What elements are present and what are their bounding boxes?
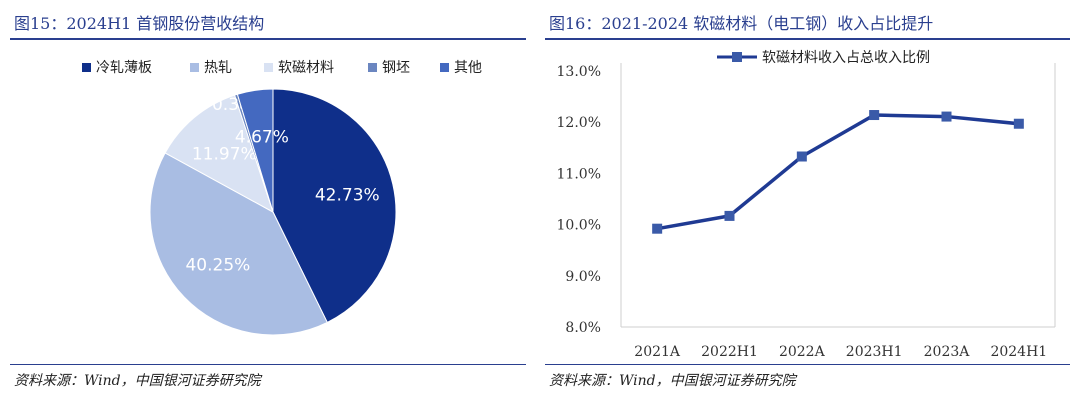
y-tick-label: 11.0% [557,166,601,182]
series-line [656,113,1020,231]
slice-data-label: 4.67% [235,128,289,148]
x-tick-label: 2023A [924,344,971,360]
pie-title-rule [10,38,526,40]
data-point [941,111,952,122]
x-tick-label: 2024H1 [990,344,1047,360]
legend-swatch [82,63,91,72]
legend-swatch [264,63,273,72]
legend-label: 软磁材料收入占总收入比例 [762,50,930,66]
pie-figure-title: 图15：2024H1 首钢股份营收结构 [14,14,265,33]
line-figure-title: 图16：2021-2024 软磁材料（电工钢）收入占比提升 [549,14,934,33]
pie-panel: 图15：2024H1 首钢股份营收结构 冷轧薄板 热轧 软磁材料 钢坯 其他 42.73%… [0,0,530,401]
legend-label: 钢坯 [382,60,410,76]
slice-data-label: 40.25% [185,256,250,276]
data-point [1013,118,1024,129]
legend-label: 热轧 [204,60,232,76]
legend-label: 软磁材料 [278,60,334,76]
slice-data-label: 42.73% [315,186,380,206]
line-title-rule [545,38,1070,40]
data-point [869,110,880,121]
line-source-note: 资料来源：Wind，中国银河证券研究院 [549,373,796,389]
pie-slice [164,94,274,214]
legend-swatch [368,63,377,72]
legend-label: 其他 [454,60,482,76]
pie-source-note: 资料来源：Wind，中国银河证券研究院 [14,373,261,389]
data-point [652,223,663,234]
pie-slice [149,152,328,336]
x-tick-label: 2023H1 [846,344,903,360]
x-tick-label: 2022A [779,344,826,360]
y-tick-label: 10.0% [557,218,601,234]
slice-data-label: 11.97% [192,144,257,164]
data-point [724,210,735,221]
legend-label: 冷轧薄板 [96,60,152,76]
line-source-rule [545,364,1070,365]
pie-source-rule [10,364,526,365]
y-tick-label: 13.0% [557,64,601,80]
legend-swatch [440,63,449,72]
data-point [796,151,807,162]
line-panel: 图16：2021-2024 软磁材料（电工钢）收入占比提升 8.0% 9.0% 10… [545,0,1080,401]
pie-chart: 冷轧薄板 热轧 软磁材料 钢坯 其他42.73%40.25%11.97%0.38%4.6… [82,60,482,336]
legend-marker [732,52,742,62]
legend-swatch [190,63,199,72]
x-tick-label: 2021A [634,344,681,360]
pie-slice [236,88,274,213]
y-tick-label: 8.0% [565,320,601,336]
y-tick-label: 9.0% [565,269,601,285]
pie-slice [272,88,397,324]
line-chart: 8.0% 9.0% 10.0% 11.0% 12.0% 13.0% 2021A 2022H1 2… [557,50,1056,360]
y-tick-label: 12.0% [557,115,601,131]
x-tick-label: 2022H1 [701,344,758,360]
